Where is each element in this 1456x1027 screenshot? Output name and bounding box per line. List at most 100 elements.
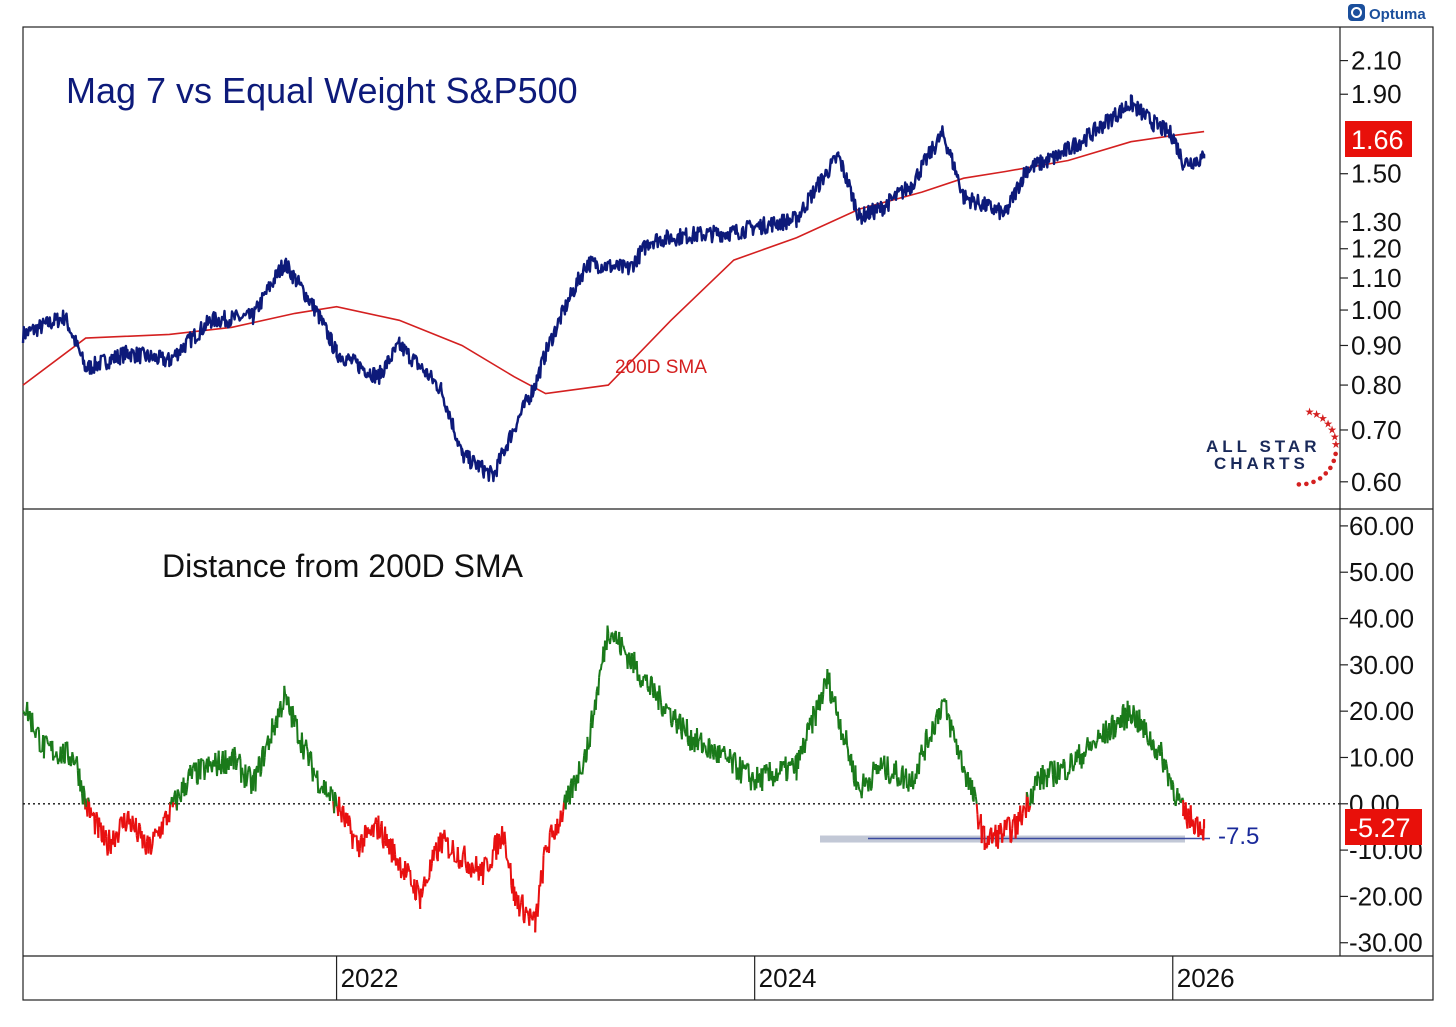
distance-segment <box>908 773 912 784</box>
distance-segment <box>400 870 404 875</box>
distance-segment <box>573 775 576 783</box>
distance-segment <box>454 860 457 863</box>
distance-segment <box>562 802 565 812</box>
distance-segment <box>890 775 893 779</box>
distance-segment <box>552 830 555 839</box>
top-chart-title: Mag 7 vs Equal Weight S&P500 <box>66 70 578 111</box>
distance-segment <box>265 740 269 746</box>
watermark-star: ● <box>1323 470 1328 477</box>
distance-segment <box>287 696 291 713</box>
distance-segment <box>1133 711 1137 727</box>
distance-segment <box>115 831 119 838</box>
distance-segment <box>530 915 533 919</box>
distance-segment <box>1174 798 1178 807</box>
top-tick-label: 2.10 <box>1351 46 1402 76</box>
distance-segment <box>822 678 826 695</box>
distance-segment <box>358 848 361 858</box>
distance-segment <box>736 767 740 780</box>
distance-segment <box>259 771 263 777</box>
distance-segment <box>683 729 687 735</box>
distance-segment <box>503 831 507 845</box>
distance-segment <box>190 768 194 779</box>
distance-segment <box>798 745 802 761</box>
distance-segment <box>195 762 198 784</box>
distance-segment <box>1026 796 1030 812</box>
distance-segment <box>1164 759 1168 764</box>
distance-segment <box>305 746 309 752</box>
distance-segment <box>702 742 706 746</box>
distance-segment <box>814 700 818 726</box>
top-price-axis: 2.101.90 1.50 1.301.201.101.00 0.90 0.80 0.70… <box>1340 46 1402 497</box>
distance-segment <box>701 751 704 754</box>
distance-segment <box>1008 821 1012 843</box>
distance-segment <box>731 755 735 774</box>
distance-segment <box>1191 819 1194 822</box>
watermark-star: ● <box>1311 478 1316 485</box>
distance-segment <box>559 810 563 821</box>
distance-segment <box>650 675 653 678</box>
distance-segment <box>177 791 181 797</box>
distance-segment <box>862 773 866 785</box>
distance-segment <box>868 777 872 781</box>
distance-segment <box>1054 775 1058 784</box>
distance-segment <box>669 707 672 724</box>
distance-segment <box>1063 761 1067 780</box>
distance-segment <box>662 706 666 713</box>
distance-segment <box>1028 805 1032 811</box>
distance-segment <box>540 870 543 875</box>
distance-segment <box>141 839 145 849</box>
distance-segment <box>1093 740 1096 746</box>
distance-segment <box>895 760 898 778</box>
distance-segment <box>1053 760 1057 776</box>
watermark-star: ● <box>1296 481 1301 488</box>
watermark-star: ★ <box>1330 431 1340 444</box>
distance-segment <box>443 829 447 840</box>
distance-segment <box>397 861 401 871</box>
distance-segment <box>869 787 873 791</box>
distance-segment <box>380 821 384 844</box>
watermark-star: ★ <box>1305 405 1315 418</box>
distance-segment <box>427 877 431 881</box>
distance-segment <box>216 764 219 777</box>
distance-segment <box>104 830 108 837</box>
distance-segment <box>952 729 956 741</box>
distance-segment <box>773 776 777 783</box>
distance-segment <box>938 708 941 720</box>
distance-segment <box>203 769 207 780</box>
bottom-tick-label: 10.00 <box>1349 742 1414 772</box>
distance-segment <box>221 751 225 773</box>
distance-segment <box>108 829 111 845</box>
distance-segment <box>732 753 736 756</box>
distance-segment <box>1070 754 1074 768</box>
distance-segment <box>148 836 152 840</box>
distance-segment <box>628 652 632 666</box>
distance-segment <box>416 884 420 888</box>
distance-segment <box>130 829 133 833</box>
allstarcharts-watermark: ALL STAR CHARTS ★★★★★★★●●●●●●●● <box>1206 405 1341 488</box>
distance-segment <box>886 756 890 776</box>
distance-segment <box>197 758 201 767</box>
distance-segment <box>220 758 223 775</box>
distance-segment <box>174 790 177 804</box>
distance-segment <box>865 779 869 784</box>
distance-segment <box>186 771 190 782</box>
distance-segment <box>150 843 154 850</box>
distance-segment <box>951 725 955 730</box>
distance-segment <box>1048 761 1052 773</box>
distance-segment <box>823 679 827 683</box>
bottom-tick-label: 60.00 <box>1349 511 1414 541</box>
distance-segment <box>939 701 943 719</box>
distance-segment <box>103 838 106 846</box>
top-badge-box <box>1345 121 1412 157</box>
distance-segment <box>185 789 188 796</box>
distance-segment <box>445 838 448 842</box>
distance-segment <box>138 822 142 827</box>
distance-segment <box>136 834 140 843</box>
distance-segment <box>1066 775 1069 781</box>
distance-segment <box>1197 834 1201 838</box>
date-label: 2026 <box>1177 963 1235 993</box>
distance-segment <box>749 775 753 791</box>
distance-segment <box>485 857 489 861</box>
distance-segment <box>973 786 976 792</box>
